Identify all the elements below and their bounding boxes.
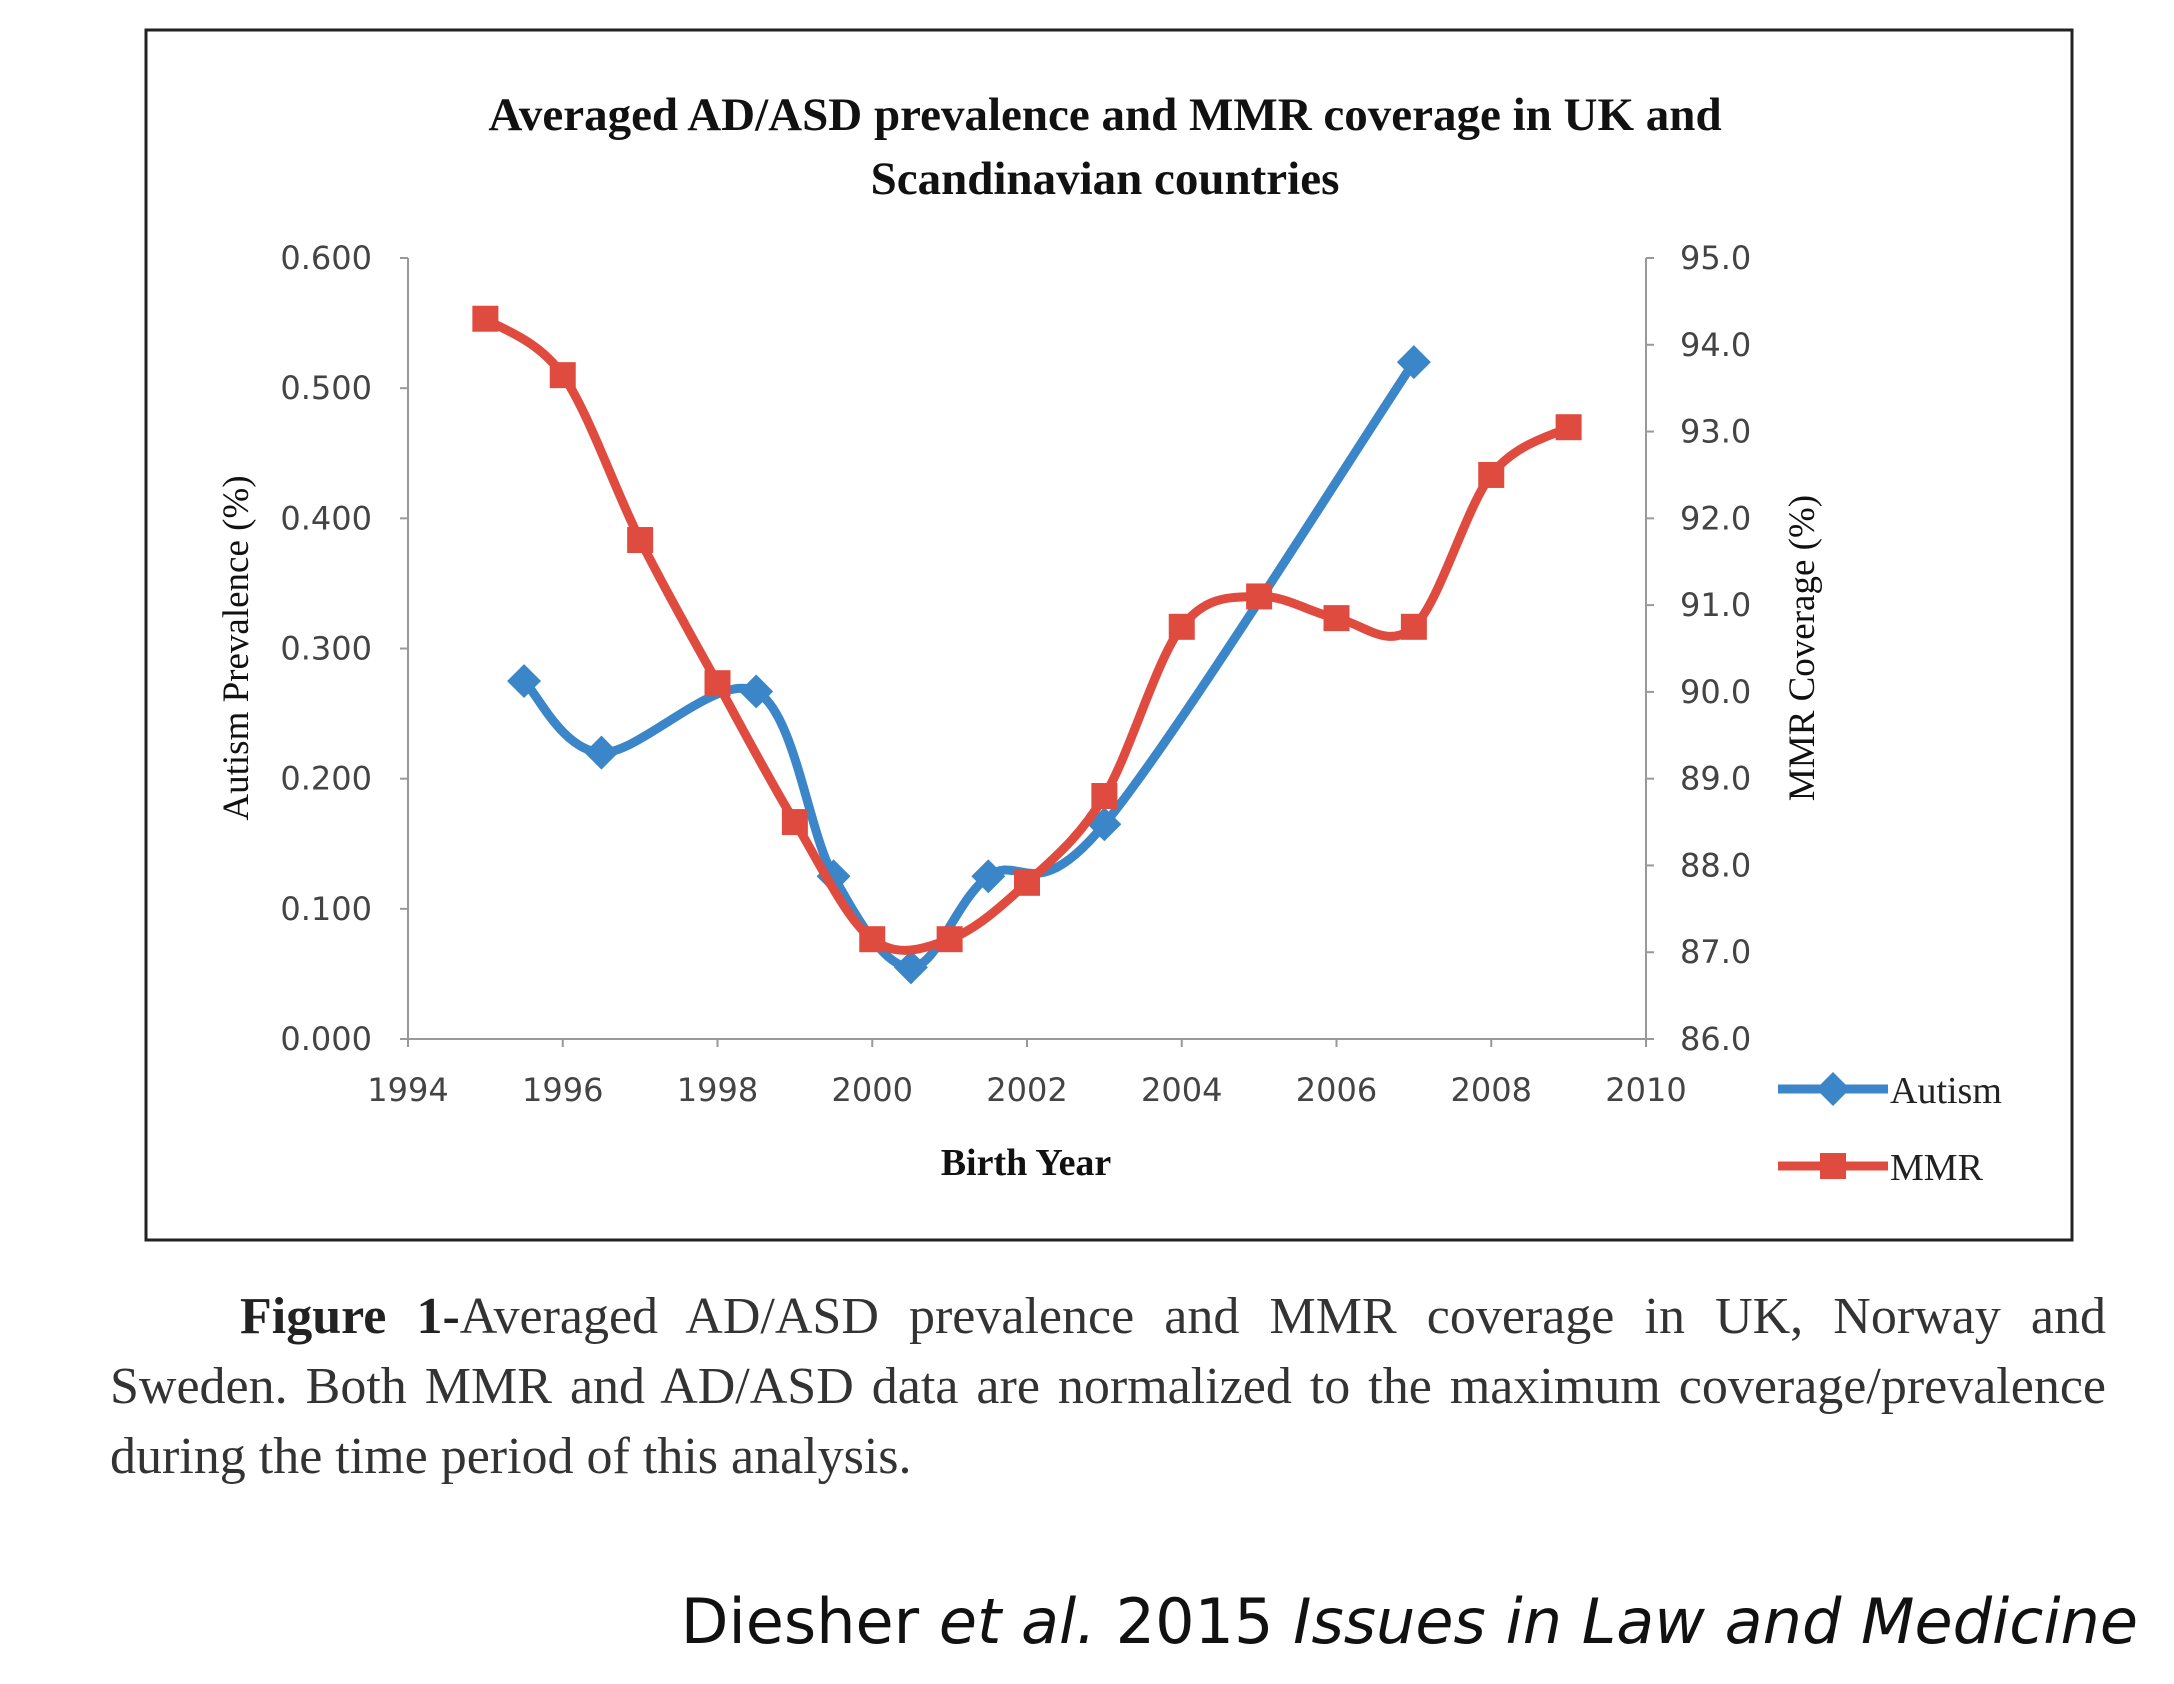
right-axis-ticks: 86.0 87.0 88.0 89.0 90.0 91.0 92.0 93.0 94.0 95.0 — [1646, 239, 1751, 1058]
right-tick-label: 91.0 — [1680, 586, 1751, 624]
mmr-point — [936, 926, 963, 953]
chart-title-line1: Averaged AD/ASD prevalence and MMR cover… — [488, 89, 1721, 141]
figure-caption-label: Figure 1- — [240, 1288, 460, 1345]
x-tick-label: 2008 — [1451, 1071, 1532, 1109]
series-layer — [472, 305, 1582, 985]
right-tick-label: 93.0 — [1680, 413, 1751, 451]
x-tick-label: 2010 — [1605, 1071, 1686, 1109]
mmr-point — [627, 527, 654, 554]
mmr-point — [1091, 783, 1118, 810]
citation-journal: Issues in Law and Medicine — [1293, 1585, 2138, 1658]
x-axis-label: Birth Year — [941, 1142, 1112, 1184]
mmr-point — [781, 809, 808, 836]
x-tick-label: 2000 — [832, 1071, 913, 1109]
right-tick-label: 94.0 — [1680, 326, 1751, 364]
right-tick-label: 95.0 — [1680, 239, 1751, 277]
mmr-point — [704, 670, 731, 697]
autism-point — [1396, 345, 1431, 380]
right-tick-label: 86.0 — [1680, 1020, 1751, 1058]
mmr-point — [549, 362, 576, 389]
figure-caption: Figure 1-Averaged AD/ASD prevalence and … — [110, 1282, 2106, 1492]
x-tick-label: 1998 — [677, 1071, 758, 1109]
x-tick-label: 2004 — [1141, 1071, 1222, 1109]
autism-point — [971, 859, 1006, 894]
left-axis-ticks: 0.000 0.100 0.200 0.300 0.400 0.500 0.600 — [280, 239, 408, 1058]
citation-etal: et al. — [938, 1585, 1096, 1658]
left-tick-label: 0.100 — [280, 890, 372, 928]
left-tick-label: 0.300 — [280, 630, 372, 668]
legend: Autism MMR — [1778, 1070, 2002, 1189]
mmr-point — [1478, 461, 1505, 488]
autism-point — [893, 950, 928, 985]
mmr-point — [472, 305, 499, 332]
autism-point — [584, 735, 619, 770]
y-axis-right-label: MMR Coverage (%) — [1782, 495, 1823, 801]
legend-autism-label: Autism — [1890, 1070, 2002, 1112]
x-tick-label: 1994 — [367, 1071, 448, 1109]
right-tick-label: 88.0 — [1680, 846, 1751, 884]
x-tick-label: 2002 — [986, 1071, 1067, 1109]
right-tick-label: 89.0 — [1680, 760, 1751, 798]
x-tick-label: 1996 — [522, 1071, 603, 1109]
right-tick-label: 87.0 — [1680, 933, 1751, 971]
left-tick-label: 0.200 — [280, 760, 372, 798]
chart-title-line2: Scandinavian countries — [871, 153, 1340, 205]
right-tick-label: 92.0 — [1680, 499, 1751, 537]
mmr-point — [1168, 613, 1195, 640]
citation-year: 2015 — [1095, 1585, 1294, 1658]
legend-mmr-label: MMR — [1890, 1147, 1984, 1189]
x-tick-label: 2006 — [1296, 1071, 1377, 1109]
mmr-point — [1323, 605, 1350, 632]
autism-point — [739, 674, 774, 709]
citation-authors: Diesher — [680, 1585, 939, 1658]
figure-caption-text: Averaged AD/ASD prevalence and MMR cover… — [110, 1288, 2106, 1485]
left-tick-label: 0.400 — [280, 499, 372, 537]
left-tick-label: 0.000 — [280, 1020, 372, 1058]
x-axis-ticks: 1994 1996 1998 2000 2002 2004 2006 2008 2010 — [367, 1039, 1687, 1109]
mmr-point — [859, 926, 886, 953]
legend-autism-marker — [1816, 1072, 1850, 1106]
autism-point — [507, 664, 542, 699]
citation: Diesher et al. 2015 Issues in Law and Me… — [681, 1585, 2138, 1658]
mmr-point — [1014, 869, 1040, 896]
mmr-point — [1555, 414, 1582, 441]
mmr-point — [1246, 583, 1273, 610]
y-axis-left-label: Autism Prevalence (%) — [216, 475, 257, 820]
left-tick-label: 0.500 — [280, 369, 372, 407]
right-tick-label: 90.0 — [1680, 673, 1751, 711]
mmr-point — [1400, 613, 1427, 640]
left-tick-label: 0.600 — [280, 239, 372, 277]
legend-mmr-marker — [1820, 1153, 1846, 1179]
